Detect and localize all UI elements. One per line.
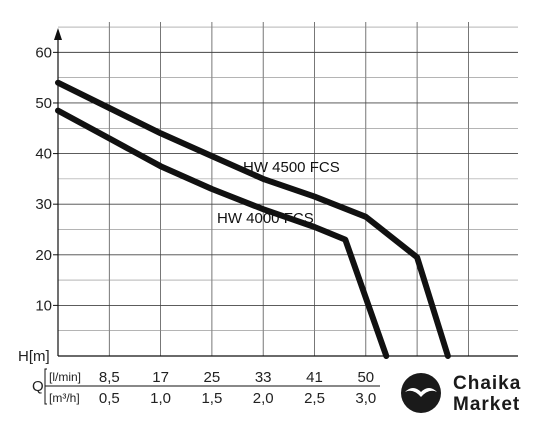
x-unit-m3h: [m³/h] (49, 391, 80, 405)
x-tick-labels-m3h: 0,5 1,0 1,5 2,0 2,5 3,0 (99, 390, 376, 407)
x-tick-label-m3h: 0,5 (99, 390, 120, 407)
series-label-1: HW 4000 FCS (217, 210, 314, 227)
x-tick-labels-lmin: 8,5 17 25 33 41 50 (99, 369, 374, 386)
curve-series-0 (55, 79, 451, 359)
y-tick-label: 10 (35, 297, 52, 314)
series-labels: HW 4500 FCS HW 4000 FCS (217, 159, 340, 227)
curve-series-1 (55, 107, 390, 359)
watermark-logo: Chaika Market (382, 360, 551, 432)
y-tick-label: 40 (35, 146, 52, 163)
axes (54, 28, 518, 357)
x-tick-label-lmin: 17 (152, 369, 169, 386)
x-tick-label-m3h: 2,0 (253, 390, 274, 407)
y-tick-labels: 10 20 30 40 50 60 (35, 44, 58, 314)
x-tick-label-m3h: 3,0 (355, 390, 376, 407)
x-tick-label-lmin: 50 (357, 369, 374, 386)
x-tick-label-lmin: 33 (255, 369, 272, 386)
x-unit-lmin: [l/min] (49, 370, 81, 384)
x-axis-rows: Q [l/min] [m³/h] 8,5 17 25 33 41 50 0,5 1,0 1,5… (32, 368, 380, 407)
x-tick-label-lmin: 25 (204, 369, 221, 386)
y-axis-label: H[m] (18, 348, 50, 365)
x-tick-label-m3h: 2,5 (304, 390, 325, 407)
watermark-line1: Chaika (453, 373, 521, 394)
y-tick-label: 30 (35, 196, 52, 213)
curves (55, 79, 451, 359)
x-tick-label-m3h: 1,0 (150, 390, 171, 407)
x-tick-label-lmin: 41 (306, 369, 323, 386)
grid (58, 22, 518, 356)
x-axis-name: Q (32, 378, 44, 395)
seagull-wing-icon (405, 388, 437, 397)
y-tick-label: 60 (35, 44, 52, 61)
y-tick-label: 20 (35, 247, 52, 264)
watermark-line2: Market (453, 394, 520, 415)
x-tick-label-m3h: 1,5 (201, 390, 222, 407)
y-tick-label: 50 (35, 95, 52, 112)
y-axis-arrow-icon (54, 28, 62, 40)
x-tick-label-lmin: 8,5 (99, 369, 120, 386)
series-label-0: HW 4500 FCS (243, 159, 340, 176)
